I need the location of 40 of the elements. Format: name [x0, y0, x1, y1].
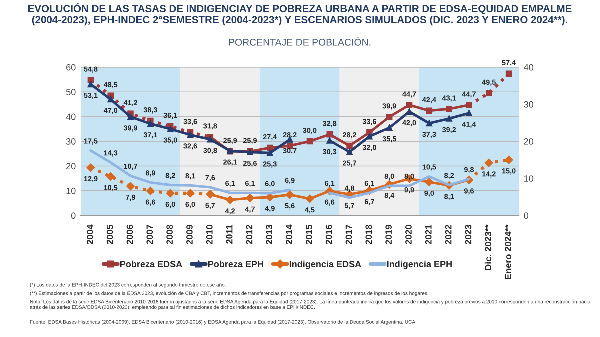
legend-label: Indigencia EDSA: [290, 260, 362, 270]
x-tick-label: 2008: [166, 224, 174, 244]
x-tick-label: 2010: [206, 225, 213, 244]
x-tick-label: 2018: [366, 224, 372, 244]
x-tick-label: 2013: [266, 225, 273, 244]
y2-tick-label: 20: [524, 138, 534, 145]
y2-tick-label: 30: [524, 101, 534, 108]
x-tick-label: 2005: [106, 224, 114, 244]
chart-subtitle: PORCENTAJE DE POBLACIÓN.: [229, 37, 371, 46]
x-tick-label: 2021: [425, 224, 432, 244]
x-tick-label: 2007: [146, 225, 154, 244]
x-tick-label: Enero 2024**: [505, 224, 512, 280]
x-tick-label: 2015: [306, 224, 312, 244]
legend-label: Pobreza EDSA: [120, 260, 182, 268]
x-tick-label: 2012: [246, 225, 253, 244]
y-tick-label: 40: [66, 114, 76, 120]
x-tick-label: 2017: [346, 225, 352, 244]
x-tick-label: 2011: [226, 224, 233, 244]
y-tick-label: 30: [66, 138, 76, 145]
y-tick-label: 10: [66, 188, 76, 194]
x-tick-label: 2014: [286, 224, 292, 244]
x-tick-label: 2019: [386, 225, 392, 244]
x-tick-label: Dic. 2023**: [484, 224, 492, 270]
x-tick-label: 2016: [326, 225, 332, 244]
y-tick-label: 60: [66, 64, 76, 71]
x-tick-label: 2006: [126, 225, 134, 244]
y-tick-label: 20: [66, 163, 76, 170]
y-tick-label: 0: [71, 212, 76, 220]
legend-label: Pobreza EPH: [208, 260, 264, 268]
y-tick-label: 50: [66, 89, 76, 96]
x-tick-label: 2023: [465, 225, 472, 244]
x-tick-label: 2004: [86, 224, 94, 244]
y2-tick-label: 40: [524, 64, 534, 71]
x-tick-label: 2020: [406, 225, 412, 244]
x-tick-label: 2022: [445, 225, 452, 244]
chart-title: EVOLUCIÓN DE LAS TASAS DE INDIGENCIAY DE POBREZA URBANA A PARTIR DE EDSA-EQUIDAD EMPALME (2004-2023), EPH-INDEC 2°SEMESTRE (2004-2023*) Y ESCENARIOS SIMULADOS (DIC. 2023 Y ENERO 2024**).: [28, 3, 572, 26]
legend-label: Indigencia EPH: [387, 260, 452, 270]
x-tick-label: 2009: [186, 225, 193, 244]
y2-tick-label: 10: [524, 176, 534, 182]
y2-tick-label: 0: [524, 212, 529, 220]
